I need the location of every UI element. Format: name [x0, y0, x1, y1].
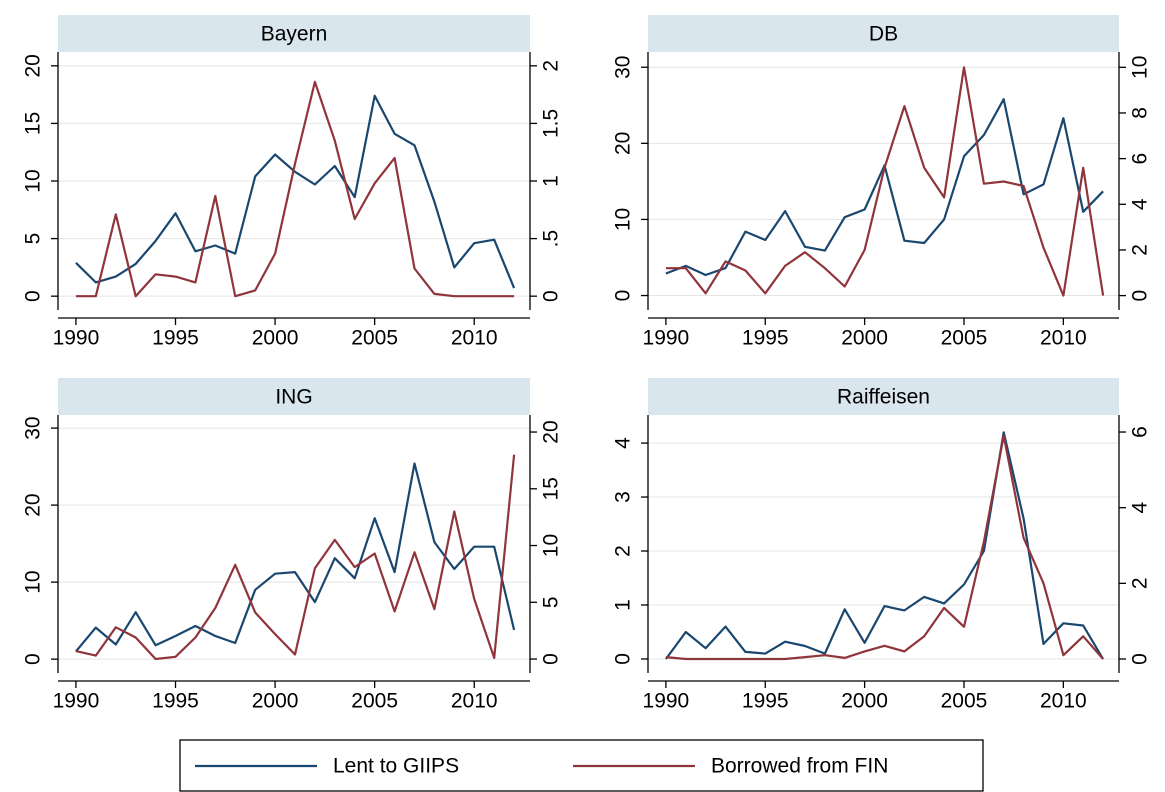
- y-tick-label: 0: [22, 653, 45, 665]
- x-tick-label: 2010: [451, 690, 498, 713]
- y-tick-label: 10: [22, 570, 45, 593]
- panel-title: DB: [869, 23, 898, 46]
- y2-tick-label: 10: [1129, 56, 1152, 79]
- y-tick-label: 30: [22, 416, 45, 439]
- y-tick-label: 2: [612, 545, 635, 557]
- x-tick-label: 2005: [941, 690, 988, 713]
- panel-title-strip: [58, 15, 530, 52]
- x-tick-label: 2010: [1040, 690, 1087, 713]
- y2-tick-label: 0: [1129, 290, 1152, 302]
- y-tick-label: 10: [612, 208, 635, 231]
- x-tick-label: 2010: [451, 327, 498, 350]
- y2-tick-label: 0: [540, 290, 563, 302]
- y-tick-label: 0: [612, 290, 635, 302]
- x-tick-label: 1995: [742, 327, 789, 350]
- x-tick-label: 2000: [252, 327, 299, 350]
- x-tick-label: 1990: [643, 327, 690, 350]
- y-tick-label: 0: [22, 290, 45, 302]
- y2-tick-label: 5: [540, 596, 563, 608]
- panel-title: ING: [275, 386, 312, 409]
- series-line: [75, 462, 516, 653]
- y2-tick-label: 1.5: [540, 109, 563, 138]
- y-tick-label: 0: [612, 653, 635, 665]
- y2-tick-label: 6: [1129, 153, 1152, 165]
- y-tick-label: 10: [22, 169, 45, 192]
- series-line: [665, 434, 1104, 661]
- x-tick-label: 1995: [152, 690, 199, 713]
- y-tick-label: 4: [612, 437, 635, 449]
- x-tick-label: 1995: [742, 690, 789, 713]
- y2-tick-label: 2: [1129, 577, 1152, 589]
- y-tick-label: 3: [612, 491, 635, 503]
- x-tick-label: 2010: [1040, 327, 1087, 350]
- series-line: [75, 94, 516, 289]
- y-tick-label: 20: [612, 132, 635, 155]
- panel-title-strip: [648, 378, 1119, 415]
- legend-label: Lent to GIIPS: [333, 755, 459, 778]
- panel-title: Raiffeisen: [837, 386, 930, 409]
- panel-title-strip: [58, 378, 530, 415]
- series-line: [665, 98, 1104, 277]
- y2-tick-label: 6: [1129, 426, 1152, 438]
- x-tick-label: 2005: [351, 327, 398, 350]
- x-tick-label: 2000: [841, 327, 888, 350]
- y-tick-label: 20: [22, 54, 45, 77]
- y-tick-label: 20: [22, 493, 45, 516]
- y2-tick-label: 1: [540, 175, 563, 187]
- y2-tick-label: 4: [1129, 198, 1152, 210]
- y-tick-label: 30: [612, 56, 635, 79]
- x-tick-label: 1990: [53, 327, 100, 350]
- legend-label: Borrowed from FIN: [711, 755, 888, 778]
- x-tick-label: 2000: [841, 690, 888, 713]
- series-line: [665, 431, 1105, 660]
- y2-tick-label: 4: [1129, 502, 1152, 514]
- y-tick-label: 15: [22, 112, 45, 135]
- y2-tick-label: 2: [1129, 244, 1152, 256]
- panel-title: Bayern: [261, 23, 328, 46]
- y2-tick-label: 0: [1129, 653, 1152, 665]
- y-tick-label: 1: [612, 599, 635, 611]
- y2-tick-label: 20: [540, 420, 563, 443]
- series-line: [665, 66, 1105, 297]
- y-tick-label: 5: [22, 233, 45, 245]
- series-line: [75, 454, 516, 661]
- y2-tick-label: 8: [1129, 107, 1152, 119]
- series-line: [75, 80, 515, 298]
- panel-title-strip: [648, 15, 1119, 52]
- x-tick-label: 2005: [941, 327, 988, 350]
- y2-tick-label: 15: [540, 477, 563, 500]
- y2-tick-label: 2: [540, 60, 563, 72]
- x-tick-label: 2000: [252, 690, 299, 713]
- x-tick-label: 2005: [351, 690, 398, 713]
- y2-tick-label: 0: [540, 653, 563, 665]
- x-tick-label: 1990: [53, 690, 100, 713]
- x-tick-label: 1995: [152, 327, 199, 350]
- x-tick-label: 1990: [643, 690, 690, 713]
- y2-tick-label: .5: [540, 230, 563, 248]
- y2-tick-label: 10: [540, 534, 563, 557]
